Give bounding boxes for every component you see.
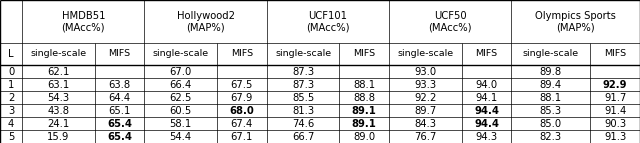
Text: Olympics Sports
(MAP%): Olympics Sports (MAP%)	[535, 11, 616, 32]
Text: 94.0: 94.0	[476, 80, 497, 90]
Text: L: L	[8, 49, 14, 59]
Text: 67.1: 67.1	[230, 132, 253, 142]
Text: MIFS: MIFS	[109, 49, 131, 58]
Text: UCF101
(MAcc%): UCF101 (MAcc%)	[306, 11, 349, 32]
Text: 43.8: 43.8	[47, 106, 69, 116]
Text: 91.4: 91.4	[604, 106, 627, 116]
Text: 67.4: 67.4	[231, 119, 253, 129]
Text: 89.7: 89.7	[414, 106, 436, 116]
Text: 65.4: 65.4	[107, 132, 132, 142]
Text: 88.1: 88.1	[540, 93, 562, 103]
Text: 91.3: 91.3	[604, 132, 627, 142]
Text: 63.8: 63.8	[109, 80, 131, 90]
Text: 1: 1	[8, 80, 14, 90]
Text: 85.5: 85.5	[292, 93, 314, 103]
Text: 3: 3	[8, 106, 14, 116]
Text: 89.8: 89.8	[540, 66, 562, 77]
Text: 84.3: 84.3	[414, 119, 436, 129]
Text: 0: 0	[8, 66, 14, 77]
Text: 93.3: 93.3	[414, 80, 436, 90]
Text: 2: 2	[8, 93, 14, 103]
Text: 85.0: 85.0	[540, 119, 562, 129]
Text: single-scale: single-scale	[397, 49, 453, 58]
Text: 74.6: 74.6	[292, 119, 314, 129]
Text: 81.3: 81.3	[292, 106, 314, 116]
Text: 89.0: 89.0	[353, 132, 375, 142]
Text: 94.1: 94.1	[476, 93, 498, 103]
Text: HMDB51
(MAcc%): HMDB51 (MAcc%)	[61, 11, 105, 32]
Text: 65.4: 65.4	[107, 119, 132, 129]
Text: 82.3: 82.3	[540, 132, 562, 142]
Text: single-scale: single-scale	[30, 49, 86, 58]
Text: single-scale: single-scale	[153, 49, 209, 58]
Text: 24.1: 24.1	[47, 119, 70, 129]
Text: 62.5: 62.5	[170, 93, 192, 103]
Text: 60.5: 60.5	[170, 106, 192, 116]
Text: 88.1: 88.1	[353, 80, 375, 90]
Text: 54.3: 54.3	[47, 93, 70, 103]
Text: single-scale: single-scale	[523, 49, 579, 58]
Text: 67.5: 67.5	[230, 80, 253, 90]
Text: 91.7: 91.7	[604, 93, 627, 103]
Text: 67.0: 67.0	[170, 66, 192, 77]
Text: 87.3: 87.3	[292, 80, 314, 90]
Text: 68.0: 68.0	[230, 106, 254, 116]
Text: 92.2: 92.2	[414, 93, 436, 103]
Text: 87.3: 87.3	[292, 66, 314, 77]
Text: 62.1: 62.1	[47, 66, 70, 77]
Text: MIFS: MIFS	[231, 49, 253, 58]
Text: 89.4: 89.4	[540, 80, 562, 90]
Text: UCF50
(MAcc%): UCF50 (MAcc%)	[428, 11, 472, 32]
Text: 5: 5	[8, 132, 14, 142]
Text: 88.8: 88.8	[353, 93, 375, 103]
Text: 64.4: 64.4	[109, 93, 131, 103]
Text: 89.1: 89.1	[352, 106, 376, 116]
Text: 90.3: 90.3	[604, 119, 626, 129]
Text: 94.4: 94.4	[474, 119, 499, 129]
Text: 66.7: 66.7	[292, 132, 314, 142]
Text: 85.3: 85.3	[540, 106, 562, 116]
Text: 54.4: 54.4	[170, 132, 192, 142]
Text: 94.3: 94.3	[476, 132, 497, 142]
Text: 4: 4	[8, 119, 14, 129]
Text: 94.4: 94.4	[474, 106, 499, 116]
Text: MIFS: MIFS	[476, 49, 497, 58]
Text: 15.9: 15.9	[47, 132, 70, 142]
Text: 67.9: 67.9	[230, 93, 253, 103]
Text: 66.4: 66.4	[170, 80, 192, 90]
Text: 89.1: 89.1	[352, 119, 376, 129]
Text: MIFS: MIFS	[353, 49, 375, 58]
Text: 65.1: 65.1	[108, 106, 131, 116]
Text: 76.7: 76.7	[414, 132, 436, 142]
Text: 93.0: 93.0	[414, 66, 436, 77]
Text: 92.9: 92.9	[603, 80, 627, 90]
Text: 58.1: 58.1	[170, 119, 192, 129]
Text: Hollywood2
(MAP%): Hollywood2 (MAP%)	[177, 11, 235, 32]
Text: MIFS: MIFS	[604, 49, 626, 58]
Text: single-scale: single-scale	[275, 49, 331, 58]
Text: 63.1: 63.1	[47, 80, 70, 90]
